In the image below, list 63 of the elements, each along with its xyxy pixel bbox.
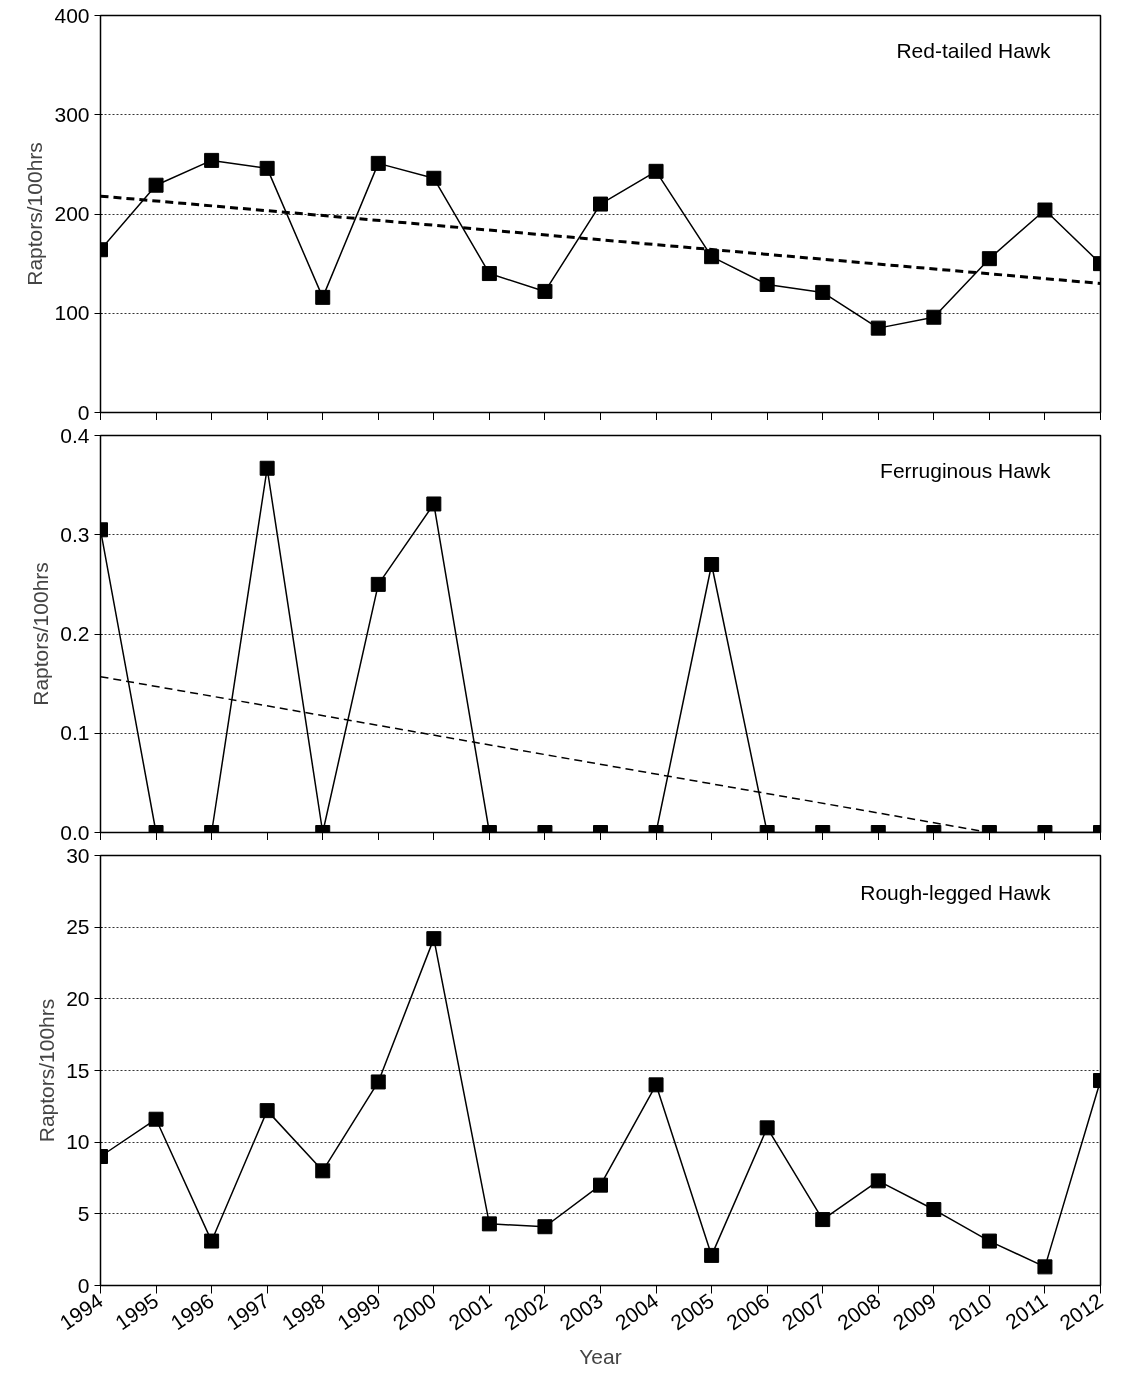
point xyxy=(593,1177,608,1193)
text: Red-tailed Hawk xyxy=(896,39,1051,63)
y-tick-label: 0.1 xyxy=(60,721,90,745)
point xyxy=(481,266,497,282)
point xyxy=(259,1103,275,1119)
point xyxy=(926,309,942,325)
point xyxy=(537,1219,553,1235)
y-tick-label: 20 xyxy=(66,986,90,1010)
point xyxy=(204,1233,220,1249)
x-axis-title: Year xyxy=(579,1344,622,1368)
point xyxy=(648,1077,664,1093)
x-tick-label: 2011 xyxy=(1001,1288,1052,1334)
text: Ferruginous Hawk xyxy=(880,459,1051,483)
y-tick-label: 25 xyxy=(66,915,90,939)
y-axis-title: Raptors/100hrs xyxy=(29,562,53,706)
point xyxy=(204,152,220,168)
point xyxy=(1037,202,1053,218)
point xyxy=(593,196,608,212)
y-tick-label: 200 xyxy=(54,202,90,225)
point xyxy=(704,557,720,573)
point xyxy=(815,1212,831,1228)
point xyxy=(370,576,386,592)
point xyxy=(148,177,164,193)
y-tick-label: 0.3 xyxy=(60,522,90,546)
point xyxy=(759,1120,775,1136)
y-tick-label: 0.4 xyxy=(60,423,90,447)
point xyxy=(648,163,664,179)
y-tick-label: 30 xyxy=(66,843,90,867)
point xyxy=(426,496,442,512)
point xyxy=(370,1074,386,1090)
y-tick-label: 15 xyxy=(66,1058,90,1082)
y-tick-label: 0.0 xyxy=(60,820,90,844)
point xyxy=(926,1202,942,1218)
y-axis-title: Raptors/100hrs xyxy=(23,142,47,286)
point xyxy=(759,276,775,292)
point xyxy=(148,1111,164,1127)
point xyxy=(426,170,442,186)
y-tick-label: 100 xyxy=(54,301,90,325)
point xyxy=(870,1173,886,1189)
point xyxy=(426,931,442,947)
y-tick-label: 0 xyxy=(77,1273,90,1297)
y-tick-label: 0 xyxy=(77,400,90,424)
point xyxy=(259,160,275,176)
point xyxy=(537,283,553,299)
point xyxy=(981,1233,997,1249)
point xyxy=(481,1216,497,1232)
point xyxy=(1037,1259,1053,1275)
point xyxy=(981,251,997,267)
text: Rough-legged Hawk xyxy=(860,881,1051,905)
y-tick-label: 0.2 xyxy=(60,622,90,645)
point xyxy=(370,155,386,171)
y-tick-label: 5 xyxy=(77,1201,90,1225)
y-axis-title: Raptors/100hrs xyxy=(35,998,59,1143)
y-tick-label: 10 xyxy=(66,1130,90,1154)
point xyxy=(315,289,331,305)
point xyxy=(315,1163,331,1179)
point xyxy=(704,249,720,265)
point xyxy=(704,1247,720,1263)
point xyxy=(259,460,275,476)
y-tick-label: 400 xyxy=(54,3,90,27)
point xyxy=(815,284,831,300)
y-tick-label: 300 xyxy=(54,102,90,126)
point xyxy=(870,320,886,336)
